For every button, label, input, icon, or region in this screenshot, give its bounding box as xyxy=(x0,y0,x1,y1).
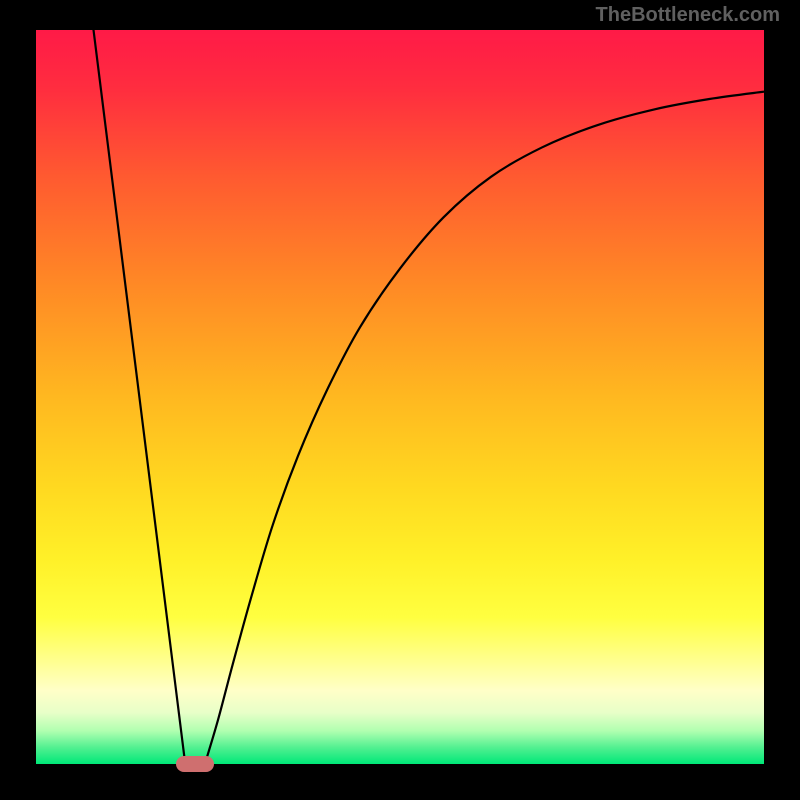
chart-container: TheBottleneck.com xyxy=(0,0,800,800)
watermark-text: TheBottleneck.com xyxy=(596,4,780,27)
curve-layer xyxy=(36,30,764,764)
plot-area xyxy=(36,30,764,764)
minimum-marker xyxy=(176,756,214,772)
